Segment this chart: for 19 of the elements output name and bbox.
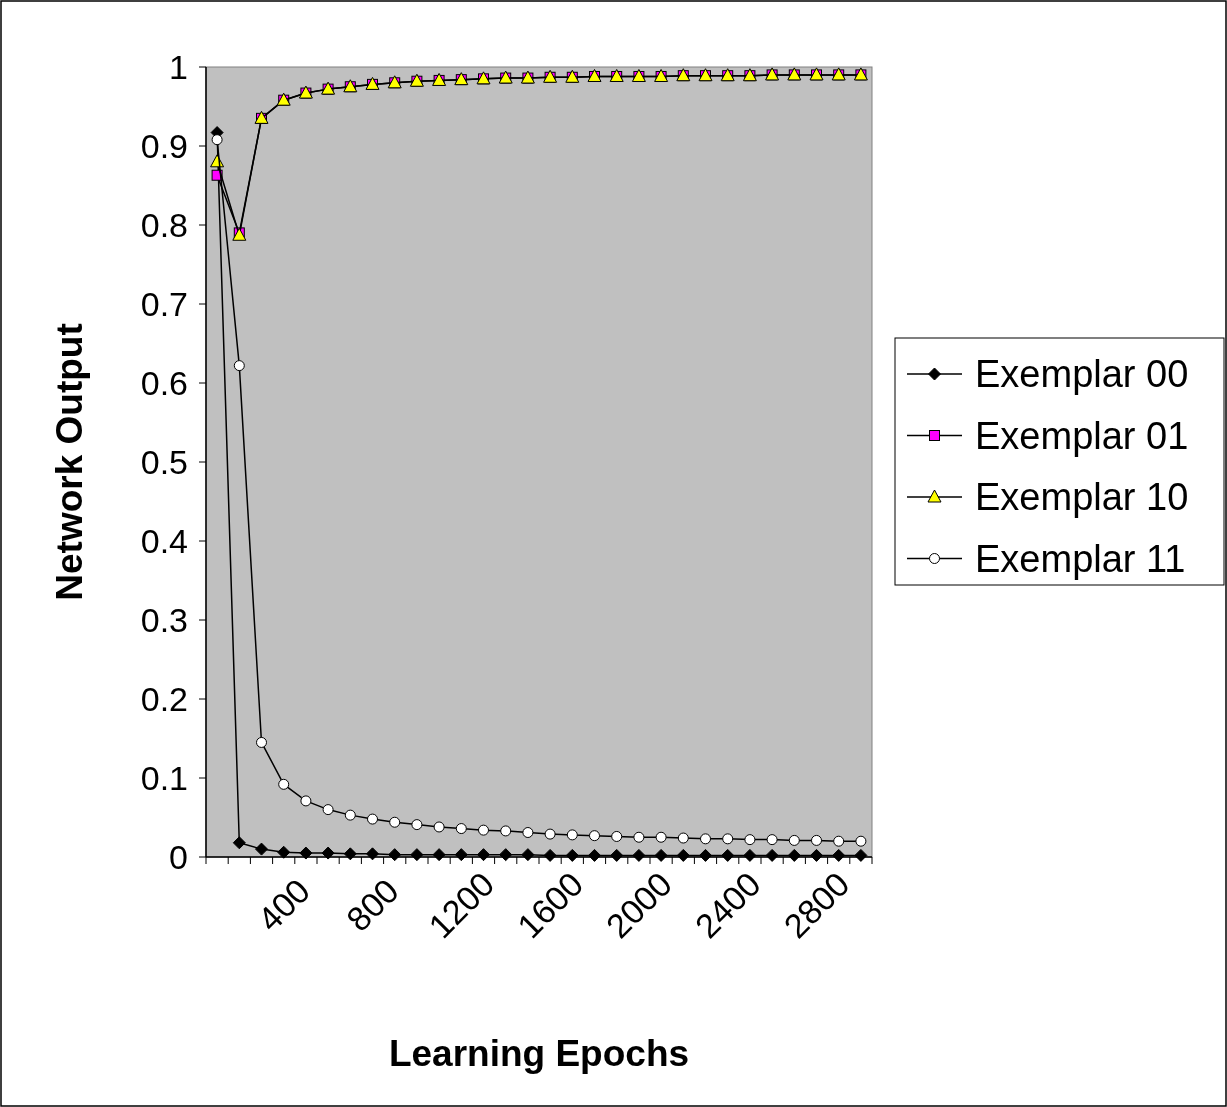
y-tick-label: 0 bbox=[169, 837, 188, 876]
legend-label: Exemplar 11 bbox=[975, 537, 1186, 580]
x-tick-label: 400 bbox=[250, 871, 318, 939]
x-axis-title: Learning Epochs bbox=[388, 1033, 690, 1074]
legend-label: Exemplar 10 bbox=[975, 476, 1189, 519]
y-tick-label: 0.5 bbox=[140, 442, 188, 481]
x-tick-label: 800 bbox=[338, 871, 406, 939]
y-tick-label: 0.7 bbox=[140, 284, 188, 323]
y-tick-label: 0.9 bbox=[140, 126, 188, 165]
y-tick-label: 0.4 bbox=[140, 521, 188, 560]
legend-label: Exemplar 01 bbox=[975, 414, 1189, 457]
y-tick-label: 0.3 bbox=[140, 600, 188, 639]
legend-label: Exemplar 00 bbox=[975, 353, 1189, 396]
y-tick-label: 0.6 bbox=[140, 363, 188, 402]
y-tick-label: 0.8 bbox=[140, 205, 188, 244]
y-tick-label: 0.2 bbox=[140, 679, 188, 718]
y-tick-label: 1 bbox=[169, 47, 188, 86]
y-axis-title: Network Output bbox=[49, 323, 90, 601]
y-tick-label: 0.1 bbox=[140, 758, 188, 797]
